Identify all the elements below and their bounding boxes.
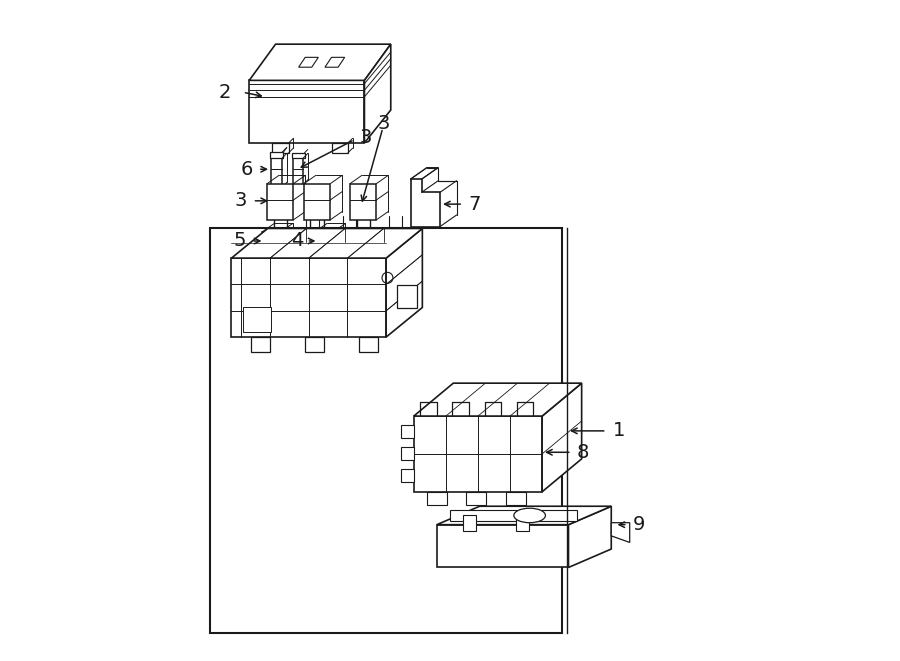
Polygon shape	[243, 307, 271, 332]
Polygon shape	[292, 153, 304, 158]
Text: 3: 3	[360, 128, 373, 147]
Polygon shape	[271, 158, 283, 187]
Polygon shape	[400, 447, 414, 460]
Polygon shape	[299, 58, 319, 67]
Polygon shape	[231, 258, 386, 337]
Text: 6: 6	[240, 160, 253, 178]
Polygon shape	[386, 229, 422, 337]
Polygon shape	[466, 492, 486, 505]
Polygon shape	[231, 229, 422, 258]
Polygon shape	[249, 44, 391, 81]
Polygon shape	[364, 44, 391, 143]
Text: 8: 8	[577, 443, 590, 462]
Text: 2: 2	[219, 83, 231, 102]
Polygon shape	[378, 267, 397, 288]
Polygon shape	[436, 506, 611, 525]
Polygon shape	[267, 184, 293, 220]
Polygon shape	[331, 143, 348, 153]
Polygon shape	[251, 337, 270, 352]
Polygon shape	[410, 179, 440, 227]
Polygon shape	[263, 232, 281, 251]
Polygon shape	[293, 158, 303, 184]
Polygon shape	[516, 515, 529, 531]
Polygon shape	[569, 506, 611, 567]
Ellipse shape	[514, 508, 545, 523]
Polygon shape	[397, 285, 417, 309]
Text: 3: 3	[235, 191, 248, 210]
Polygon shape	[325, 58, 345, 67]
Polygon shape	[374, 282, 401, 286]
Polygon shape	[249, 81, 364, 143]
Polygon shape	[273, 143, 289, 153]
Polygon shape	[611, 523, 630, 543]
Polygon shape	[315, 232, 334, 251]
Bar	[210, 229, 562, 633]
Text: 7: 7	[468, 194, 481, 214]
Text: 1: 1	[613, 421, 626, 440]
Polygon shape	[414, 383, 581, 416]
Polygon shape	[400, 469, 414, 482]
Polygon shape	[304, 184, 330, 220]
Polygon shape	[464, 515, 476, 531]
Polygon shape	[436, 525, 569, 567]
Text: 4: 4	[292, 231, 304, 251]
Text: 9: 9	[633, 515, 645, 534]
Polygon shape	[305, 337, 324, 352]
Polygon shape	[350, 184, 376, 220]
Polygon shape	[359, 337, 378, 352]
Polygon shape	[450, 510, 577, 522]
Text: 5: 5	[233, 231, 246, 251]
Polygon shape	[270, 152, 284, 158]
Polygon shape	[427, 492, 446, 505]
Polygon shape	[400, 425, 414, 438]
Polygon shape	[506, 492, 526, 505]
Polygon shape	[542, 383, 581, 492]
Text: 3: 3	[378, 114, 390, 133]
Polygon shape	[414, 416, 542, 492]
